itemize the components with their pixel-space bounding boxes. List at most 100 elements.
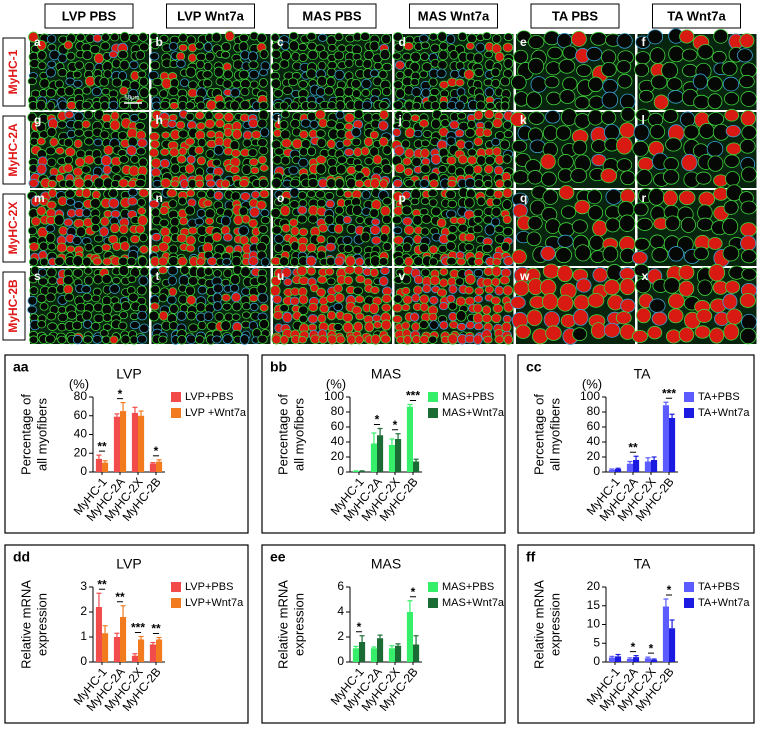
muscle-fiber	[709, 327, 725, 344]
muscle-fiber	[117, 71, 128, 81]
muscle-fiber	[127, 136, 138, 148]
muscle-fiber	[54, 256, 65, 267]
muscle-fiber	[401, 286, 411, 295]
muscle-fiber	[722, 245, 740, 262]
muscle-fiber	[693, 73, 708, 90]
muscle-fiber	[603, 279, 621, 296]
muscle-fiber	[484, 50, 494, 59]
row-label: MyHC-2X	[6, 202, 20, 255]
bar	[626, 463, 633, 472]
muscle-fiber	[494, 51, 505, 62]
muscle-fiber	[187, 80, 198, 90]
muscle-fiber	[177, 256, 188, 267]
muscle-fiber	[119, 31, 130, 43]
legend-swatch	[428, 408, 438, 418]
muscle-fiber	[650, 74, 668, 90]
muscle-fiber	[651, 311, 668, 326]
muscle-fiber	[344, 255, 356, 267]
muscle-fiber	[380, 334, 392, 344]
muscle-fiber	[324, 267, 335, 276]
muscle-fiber	[473, 303, 483, 314]
muscle-fiber	[473, 295, 483, 303]
muscle-fiber	[112, 302, 123, 313]
muscle-fiber	[346, 334, 357, 345]
muscle-fiber	[241, 214, 251, 224]
y-tick-label: 80	[587, 404, 601, 418]
muscle-fiber	[296, 214, 308, 224]
muscle-fiber	[93, 234, 104, 243]
muscle-fiber	[411, 293, 421, 303]
muscle-fiber	[81, 188, 92, 199]
muscle-fiber	[109, 223, 120, 234]
muscle-fiber	[722, 217, 739, 236]
muscle-fiber	[257, 292, 269, 304]
y-tick-label: 2	[80, 604, 87, 618]
muscle-fiber	[324, 191, 335, 201]
muscle-fiber	[413, 274, 424, 285]
muscle-fiber	[128, 165, 140, 177]
muscle-fiber	[240, 266, 251, 278]
muscle-fiber	[369, 177, 380, 189]
muscle-fiber	[65, 198, 76, 206]
muscle-fiber	[615, 311, 632, 325]
muscle-fiber	[619, 122, 636, 139]
muscle-fiber	[63, 155, 73, 165]
muscle-fiber	[649, 47, 666, 64]
muscle-fiber	[110, 32, 120, 42]
muscle-fiber	[620, 106, 636, 122]
muscle-fiber	[740, 222, 757, 237]
muscle-fiber	[151, 232, 162, 242]
muscle-fiber	[450, 69, 460, 80]
panel-letter: h	[156, 113, 163, 127]
muscle-fiber	[511, 74, 527, 91]
muscle-fiber	[511, 249, 527, 265]
muscle-fiber	[380, 205, 391, 217]
muscle-fiber	[326, 277, 336, 286]
muscle-fiber	[296, 265, 308, 277]
muscle-fiber	[725, 124, 741, 138]
micrograph: s	[27, 265, 150, 345]
muscle-fiber	[464, 243, 474, 252]
muscle-fiber	[600, 168, 618, 184]
y-axis-label: Relative mRNA	[275, 580, 290, 669]
panel-letter: x	[642, 269, 649, 283]
bar	[413, 644, 420, 662]
chart-frame	[517, 354, 755, 534]
muscle-fiber	[53, 214, 65, 226]
muscle-fiber	[603, 123, 620, 141]
y-tick-label: 40	[587, 434, 601, 448]
muscle-fiber	[159, 205, 169, 216]
muscle-fiber	[298, 314, 308, 324]
muscle-fiber	[309, 119, 319, 129]
bar	[651, 460, 658, 472]
y-tick-label: 20	[74, 445, 88, 459]
bar	[131, 655, 138, 662]
muscle-fiber	[666, 77, 683, 91]
muscle-fiber	[707, 76, 723, 92]
muscle-fiber	[739, 33, 755, 49]
muscle-fiber	[197, 320, 207, 331]
muscle-fiber	[662, 189, 678, 207]
legend-label: LVP+Wnt7a	[185, 597, 244, 609]
column-header: TA PBS	[552, 8, 599, 23]
muscle-fiber	[289, 101, 300, 111]
panel-letter: q	[520, 191, 527, 205]
muscle-fiber	[501, 321, 512, 333]
muscle-fiber	[102, 313, 112, 323]
y-tick-label: 100	[580, 389, 600, 403]
muscle-fiber	[289, 296, 300, 306]
muscle-fiber	[410, 197, 420, 206]
muscle-fiber	[428, 257, 439, 267]
muscle-fiber	[649, 124, 666, 140]
muscle-fiber	[404, 256, 414, 267]
legend-swatch	[684, 598, 694, 608]
muscle-fiber	[315, 129, 326, 138]
significance-label: *	[393, 418, 398, 432]
muscle-fiber	[484, 87, 495, 98]
muscle-fiber	[333, 50, 345, 61]
muscle-fiber	[493, 165, 504, 176]
muscle-fiber	[279, 101, 289, 111]
muscle-fiber	[419, 334, 430, 345]
muscle-fiber	[220, 215, 231, 227]
muscle-fiber	[739, 74, 755, 89]
